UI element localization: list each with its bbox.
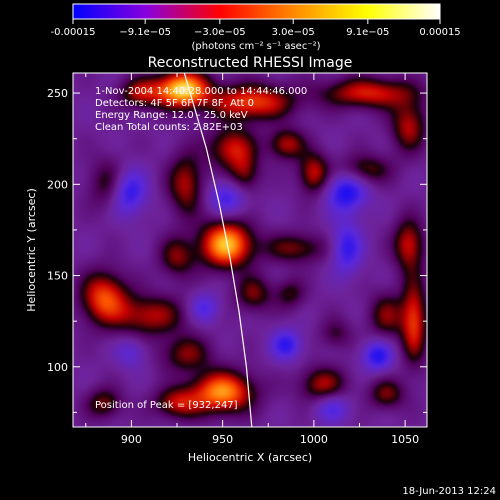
annotation-line: Detectors: 4F 5F 6F 7F 8F, Att 0 bbox=[95, 98, 254, 109]
x-tick-label: 1000 bbox=[300, 433, 328, 446]
x-tick-label: 1050 bbox=[391, 433, 419, 446]
y-tick-label: 100 bbox=[47, 361, 68, 374]
y-tick-label: 200 bbox=[47, 178, 68, 191]
axis-ticks: 900 950 1000 1050 100 150 200 250 bbox=[47, 73, 427, 446]
annotation-line: Energy Range: 12.0 - 25.0 keV bbox=[95, 110, 248, 121]
plot-frame bbox=[72, 72, 428, 428]
x-axis-label: Heliocentric X (arcsec) bbox=[188, 451, 312, 464]
timestamp: 18-Jun-2013 12:24 bbox=[402, 486, 496, 497]
heatmap-image bbox=[73, 73, 427, 427]
colorbar-tick-label: 9.1e−05 bbox=[346, 27, 389, 38]
colorbar bbox=[72, 3, 441, 20]
colorbar-tick-label: -0.00015 bbox=[51, 27, 96, 38]
y-tick-label: 150 bbox=[47, 270, 68, 283]
x-tick-label: 950 bbox=[212, 433, 233, 446]
annotation-line: Clean Total counts: 2.82E+03 bbox=[95, 122, 243, 133]
colorbar-ticks: -0.00015 −9.1e−05 −3.0e−05 3.0e−05 9.1e−05 0.… bbox=[51, 19, 461, 38]
peak-position-label: Position of Peak = [932,247] bbox=[95, 400, 238, 411]
chart-title: Reconstructed RHESSI Image bbox=[148, 55, 353, 71]
annotation-line: 1-Nov-2004 14:40:28.000 to 14:44:46.000 bbox=[95, 86, 307, 97]
colorbar-tick-label: −3.0e−05 bbox=[194, 27, 246, 38]
colorbar-label: (photons cm⁻² s⁻¹ asec⁻²) bbox=[191, 41, 320, 52]
annotations: 1-Nov-2004 14:40:28.000 to 14:44:46.000D… bbox=[95, 86, 307, 133]
colorbar-tick-label: 3.0e−05 bbox=[272, 27, 315, 38]
solar-limb-line bbox=[183, 73, 253, 427]
colorbar-tick-label: −9.1e−05 bbox=[119, 27, 171, 38]
colorbar-tick-label: 0.00015 bbox=[419, 27, 460, 38]
y-tick-label: 250 bbox=[47, 87, 68, 100]
x-tick-label: 900 bbox=[121, 433, 142, 446]
y-axis-label: Heliocentric Y (arcsec) bbox=[25, 188, 38, 312]
